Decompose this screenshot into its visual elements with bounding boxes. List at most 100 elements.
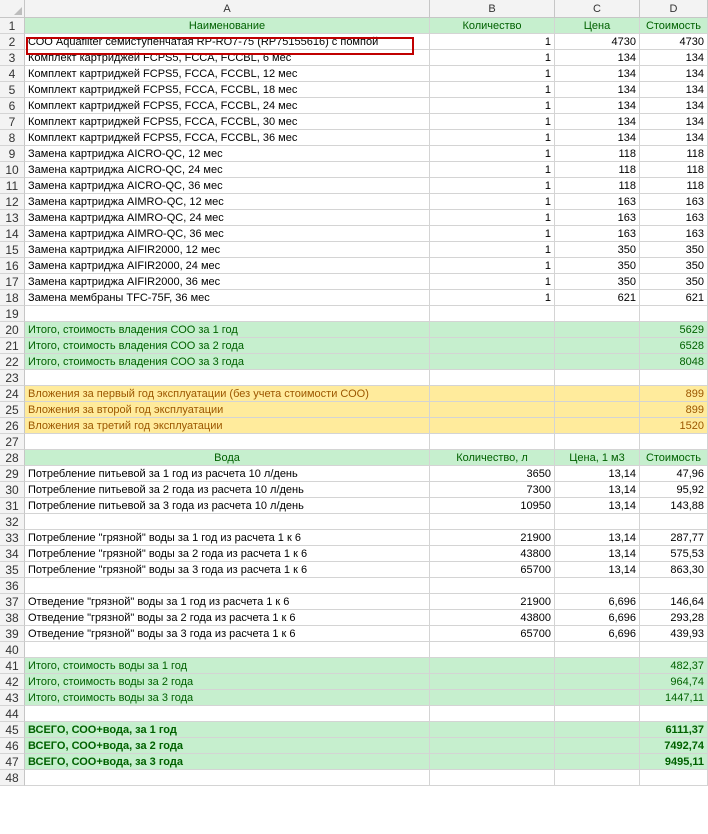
cell-a[interactable]: Комплект картриджей FCPS5, FCCA, FCCBL, …	[25, 82, 430, 98]
cell-b[interactable]: 1	[430, 274, 555, 290]
cell-c[interactable]	[555, 514, 640, 530]
row-header[interactable]: 20	[0, 322, 25, 338]
cell-a[interactable]: Итого, стоимость владения СОО за 2 года	[25, 338, 430, 354]
cell-d[interactable]	[640, 642, 708, 658]
cell-b[interactable]	[430, 706, 555, 722]
cell-b[interactable]: 1	[430, 258, 555, 274]
cell-d[interactable]: 134	[640, 114, 708, 130]
cell-d[interactable]	[640, 770, 708, 786]
cell-d[interactable]: 293,28	[640, 610, 708, 626]
cell-c[interactable]: 13,14	[555, 530, 640, 546]
cell-a[interactable]: Вложения за второй год эксплуатации	[25, 402, 430, 418]
row-header[interactable]: 2	[0, 34, 25, 50]
cell-b[interactable]: 1	[430, 178, 555, 194]
cell-d[interactable]	[640, 578, 708, 594]
row-header[interactable]: 12	[0, 194, 25, 210]
cell-b[interactable]: Количество, л	[430, 450, 555, 466]
row-header[interactable]: 31	[0, 498, 25, 514]
cell-a[interactable]: ВСЕГО, СОО+вода, за 3 года	[25, 754, 430, 770]
row-header[interactable]: 26	[0, 418, 25, 434]
row-header[interactable]: 5	[0, 82, 25, 98]
column-header-b[interactable]: B	[430, 0, 555, 18]
cell-b[interactable]: 1	[430, 66, 555, 82]
cell-a[interactable]: Наименование	[25, 18, 430, 34]
cell-d[interactable]: 482,37	[640, 658, 708, 674]
cell-d[interactable]: 899	[640, 402, 708, 418]
cell-c[interactable]: 13,14	[555, 546, 640, 562]
cell-b[interactable]: 1	[430, 98, 555, 114]
cell-a[interactable]: Итого, стоимость воды за 2 года	[25, 674, 430, 690]
cell-a[interactable]: Комплект картриджей FCPS5, FCCA, FCCBL, …	[25, 98, 430, 114]
cell-c[interactable]	[555, 338, 640, 354]
cell-a[interactable]: Потребление "грязной" воды за 1 год из р…	[25, 530, 430, 546]
row-header[interactable]: 16	[0, 258, 25, 274]
cell-b[interactable]	[430, 386, 555, 402]
row-header[interactable]: 18	[0, 290, 25, 306]
row-header[interactable]: 33	[0, 530, 25, 546]
cell-d[interactable]: 1447,11	[640, 690, 708, 706]
cell-a[interactable]: Комплект картриджей FCPS5, FCCA, FCCBL, …	[25, 50, 430, 66]
cell-c[interactable]	[555, 642, 640, 658]
row-header[interactable]: 15	[0, 242, 25, 258]
cell-d[interactable]: 863,30	[640, 562, 708, 578]
cell-c[interactable]	[555, 722, 640, 738]
cell-b[interactable]	[430, 370, 555, 386]
cell-b[interactable]: 10950	[430, 498, 555, 514]
cell-d[interactable]: 8048	[640, 354, 708, 370]
cell-b[interactable]: Количество	[430, 18, 555, 34]
cell-c[interactable]: 6,696	[555, 594, 640, 610]
cell-a[interactable]: Замена картриджа AIMRO-QC, 12 мес	[25, 194, 430, 210]
cell-c[interactable]: 163	[555, 210, 640, 226]
cell-c[interactable]: 350	[555, 274, 640, 290]
row-header[interactable]: 42	[0, 674, 25, 690]
cell-b[interactable]: 21900	[430, 530, 555, 546]
cell-b[interactable]	[430, 770, 555, 786]
cell-d[interactable]: 118	[640, 178, 708, 194]
row-header[interactable]: 23	[0, 370, 25, 386]
cell-d[interactable]: 163	[640, 194, 708, 210]
cell-b[interactable]: 43800	[430, 546, 555, 562]
cell-b[interactable]: 7300	[430, 482, 555, 498]
cell-b[interactable]: 21900	[430, 594, 555, 610]
row-header[interactable]: 13	[0, 210, 25, 226]
cell-d[interactable]	[640, 514, 708, 530]
cell-c[interactable]	[555, 370, 640, 386]
cell-b[interactable]: 43800	[430, 610, 555, 626]
cell-b[interactable]	[430, 418, 555, 434]
cell-d[interactable]: 134	[640, 66, 708, 82]
cell-b[interactable]: 1	[430, 34, 555, 50]
cell-b[interactable]: 1	[430, 146, 555, 162]
row-header[interactable]: 27	[0, 434, 25, 450]
cell-c[interactable]: 134	[555, 98, 640, 114]
cell-d[interactable]: 964,74	[640, 674, 708, 690]
select-all-corner[interactable]	[0, 0, 25, 18]
cell-d[interactable]: 6111,37	[640, 722, 708, 738]
cell-a[interactable]: Потребление "грязной" воды за 2 года из …	[25, 546, 430, 562]
row-header[interactable]: 47	[0, 754, 25, 770]
cell-c[interactable]: Цена	[555, 18, 640, 34]
cell-a[interactable]: Потребление питьевой за 2 года из расчет…	[25, 482, 430, 498]
cell-a[interactable]: Вода	[25, 450, 430, 466]
cell-c[interactable]	[555, 418, 640, 434]
column-header-a[interactable]: A	[25, 0, 430, 18]
row-header[interactable]: 9	[0, 146, 25, 162]
row-header[interactable]: 7	[0, 114, 25, 130]
row-header[interactable]: 48	[0, 770, 25, 786]
cell-c[interactable]: Цена, 1 м3	[555, 450, 640, 466]
cell-a[interactable]: Итого, стоимость воды за 3 года	[25, 690, 430, 706]
cell-d[interactable]: 621	[640, 290, 708, 306]
cell-c[interactable]	[555, 306, 640, 322]
row-header[interactable]: 45	[0, 722, 25, 738]
cell-c[interactable]: 134	[555, 130, 640, 146]
cell-c[interactable]: 350	[555, 258, 640, 274]
cell-d[interactable]: 47,96	[640, 466, 708, 482]
cell-a[interactable]: Вложения за третий год эксплуатации	[25, 418, 430, 434]
cell-d[interactable]: 134	[640, 98, 708, 114]
cell-a[interactable]: Замена картриджа AIFIR2000, 36 мес	[25, 274, 430, 290]
cell-d[interactable]: Стоимость	[640, 450, 708, 466]
cell-a[interactable]: Отведение "грязной" воды за 2 года из ра…	[25, 610, 430, 626]
cell-a[interactable]	[25, 642, 430, 658]
cell-b[interactable]	[430, 658, 555, 674]
cell-a[interactable]: Замена картриджа AIFIR2000, 24 мес	[25, 258, 430, 274]
cell-c[interactable]: 134	[555, 50, 640, 66]
